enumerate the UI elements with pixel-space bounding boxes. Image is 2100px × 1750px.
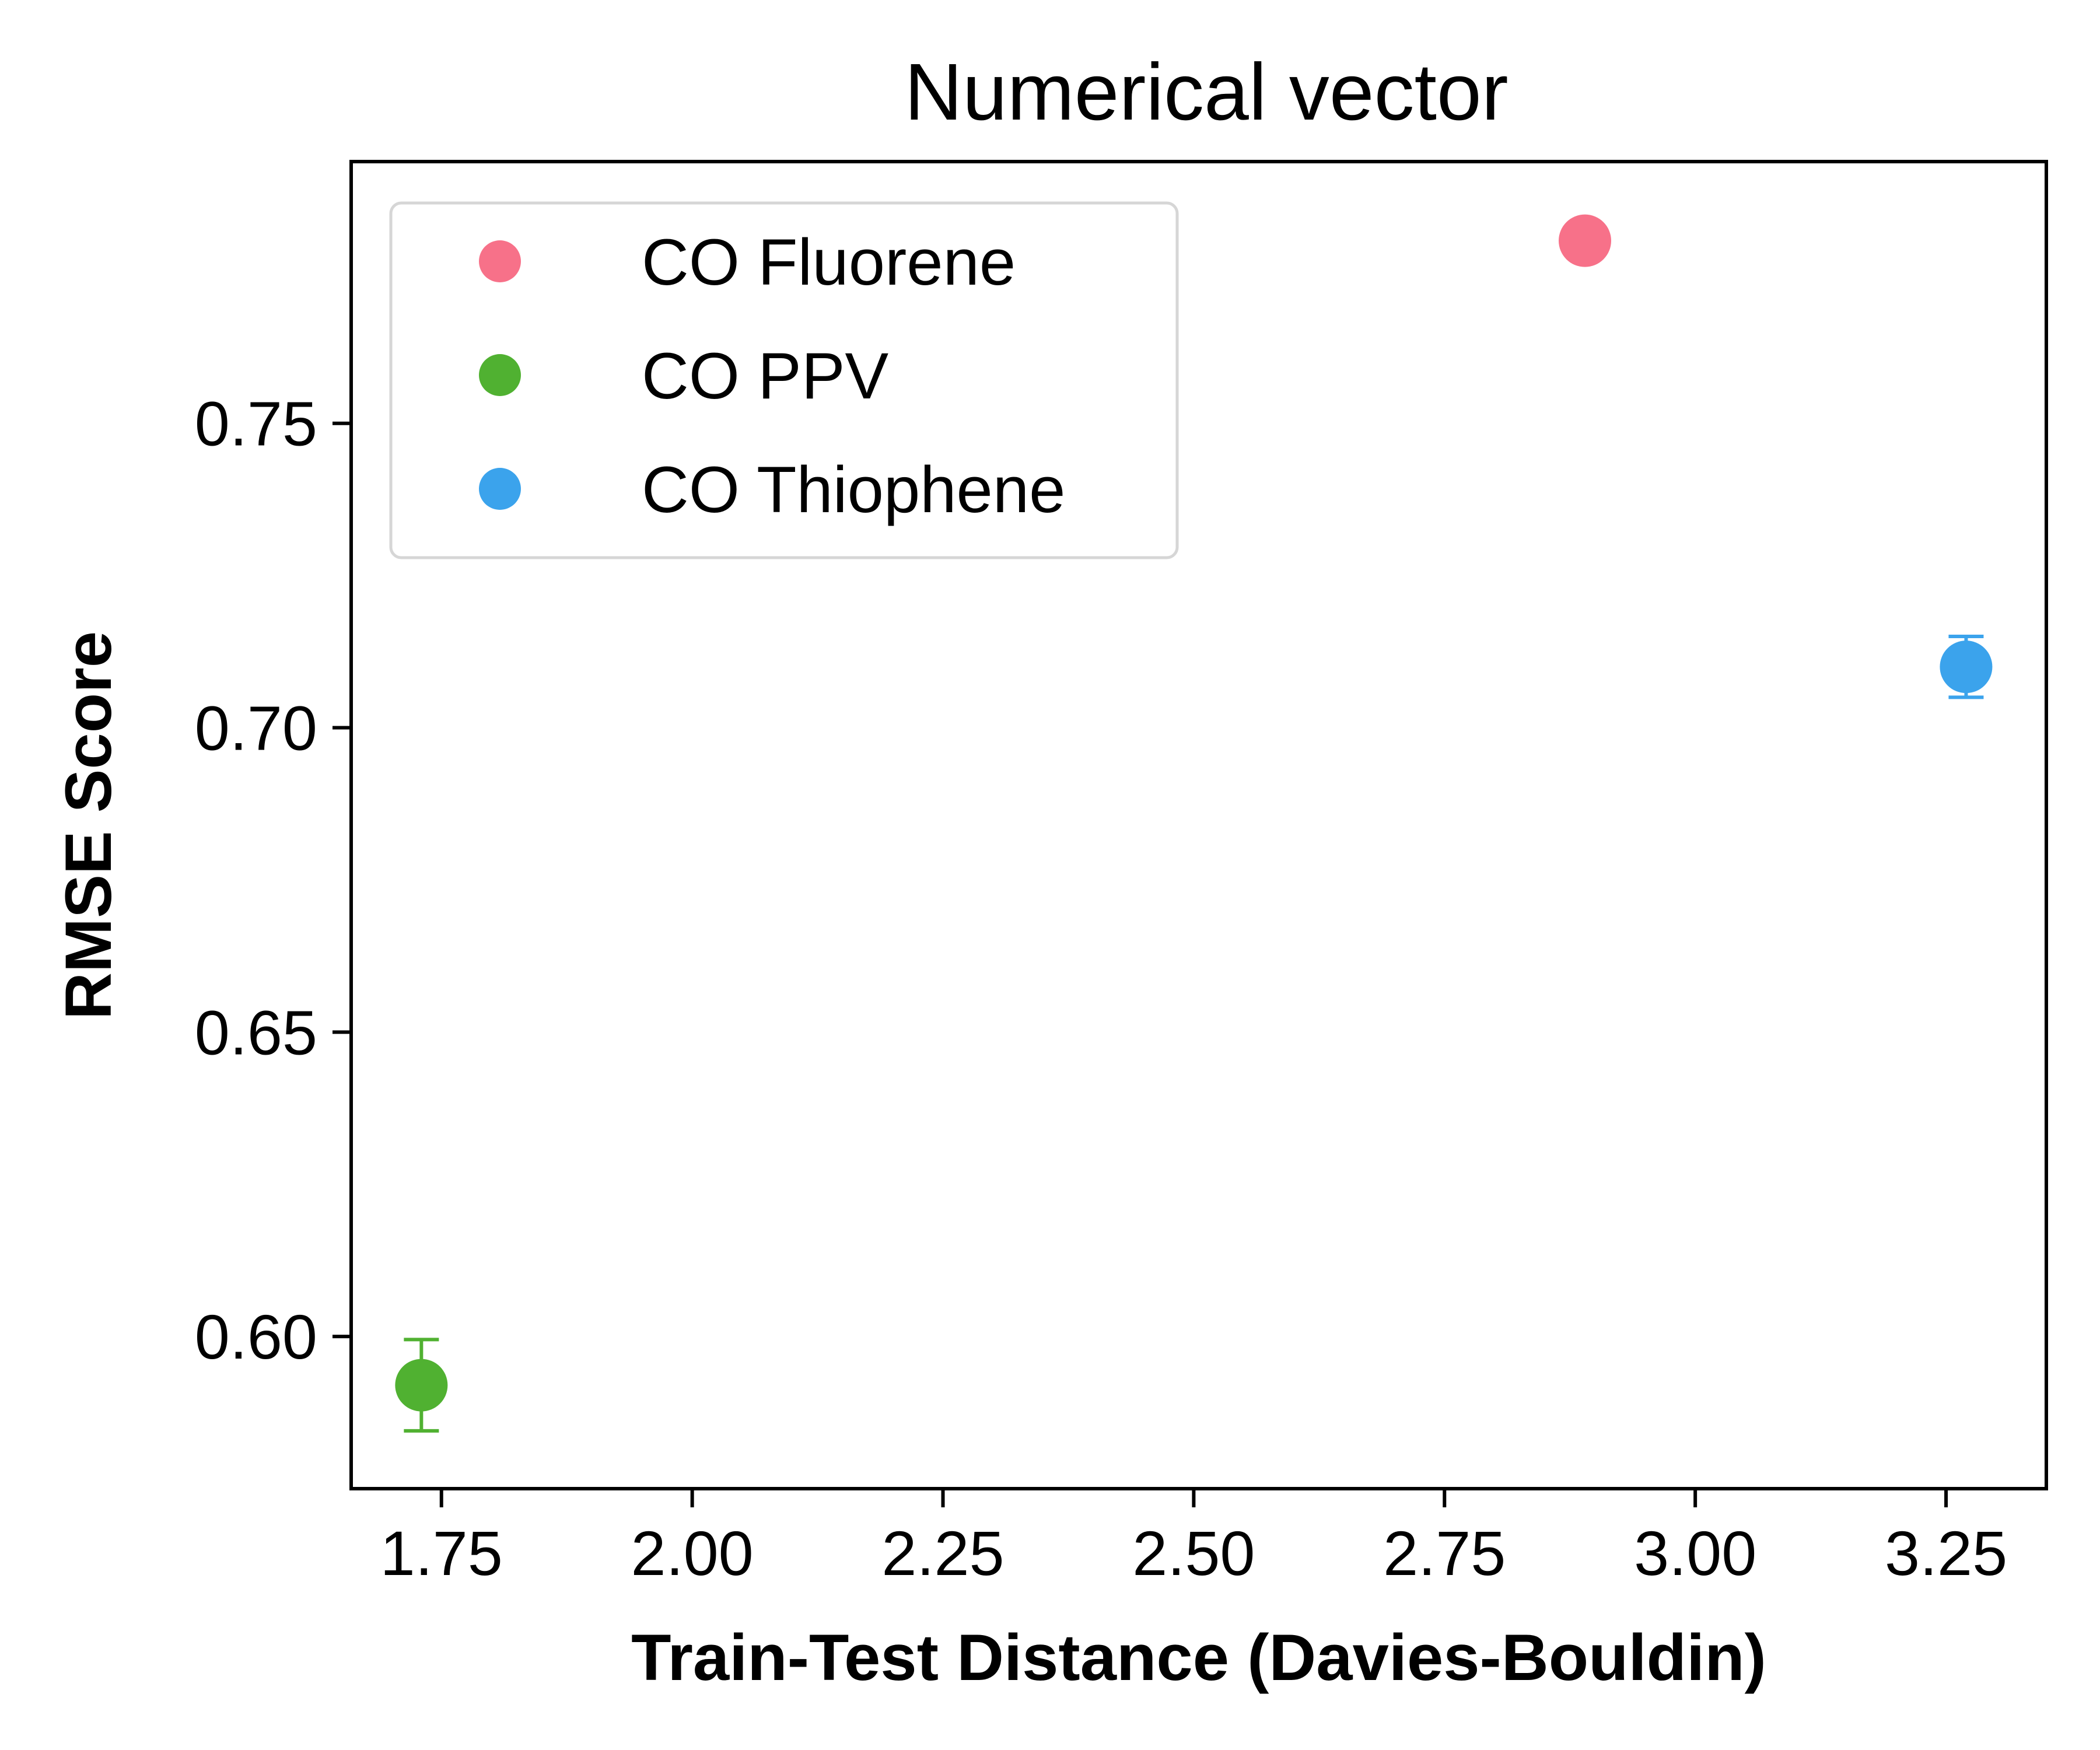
legend-label: CO Fluorene bbox=[642, 226, 1016, 299]
y-tick-label: 0.70 bbox=[195, 693, 317, 764]
y-tick-label: 0.60 bbox=[195, 1301, 317, 1372]
legend-label: CO Thiophene bbox=[642, 453, 1065, 526]
x-tick-label: 1.75 bbox=[380, 1518, 503, 1588]
y-tick-label: 0.75 bbox=[195, 388, 317, 459]
legend: CO Fluorene CO PPV CO Thiophene bbox=[389, 201, 1179, 559]
x-tick-label: 2.50 bbox=[1132, 1518, 1255, 1588]
legend-marker bbox=[479, 240, 521, 282]
legend-marker bbox=[479, 354, 521, 396]
legend-label: CO PPV bbox=[642, 340, 889, 412]
x-axis-ticks: 1.75 2.00 2.25 2.50 2.75 3.00 3.25 bbox=[380, 1489, 2007, 1588]
plot-area-frame bbox=[349, 160, 2048, 1490]
y-axis-ticks: 0.60 0.65 0.70 0.75 bbox=[195, 388, 351, 1372]
x-tick-label: 3.00 bbox=[1634, 1518, 1756, 1588]
x-tick-label: 2.75 bbox=[1383, 1518, 1506, 1588]
legend-marker bbox=[479, 468, 521, 510]
data-point bbox=[395, 1359, 448, 1412]
x-tick-label: 2.00 bbox=[631, 1518, 754, 1588]
y-tick-label: 0.65 bbox=[195, 997, 317, 1068]
x-axis-label: Train-Test Distance (Davies-Bouldin) bbox=[631, 1621, 1766, 1694]
data-point bbox=[1559, 214, 1612, 267]
data-points bbox=[395, 214, 1993, 1433]
x-tick-label: 3.25 bbox=[1885, 1518, 2007, 1588]
legend-frame bbox=[389, 201, 1179, 559]
x-tick-label: 2.25 bbox=[881, 1518, 1004, 1588]
y-axis-label: RMSE Score bbox=[52, 631, 125, 1020]
chart-title: Numerical vector bbox=[904, 47, 1508, 137]
data-point bbox=[1940, 640, 1993, 694]
